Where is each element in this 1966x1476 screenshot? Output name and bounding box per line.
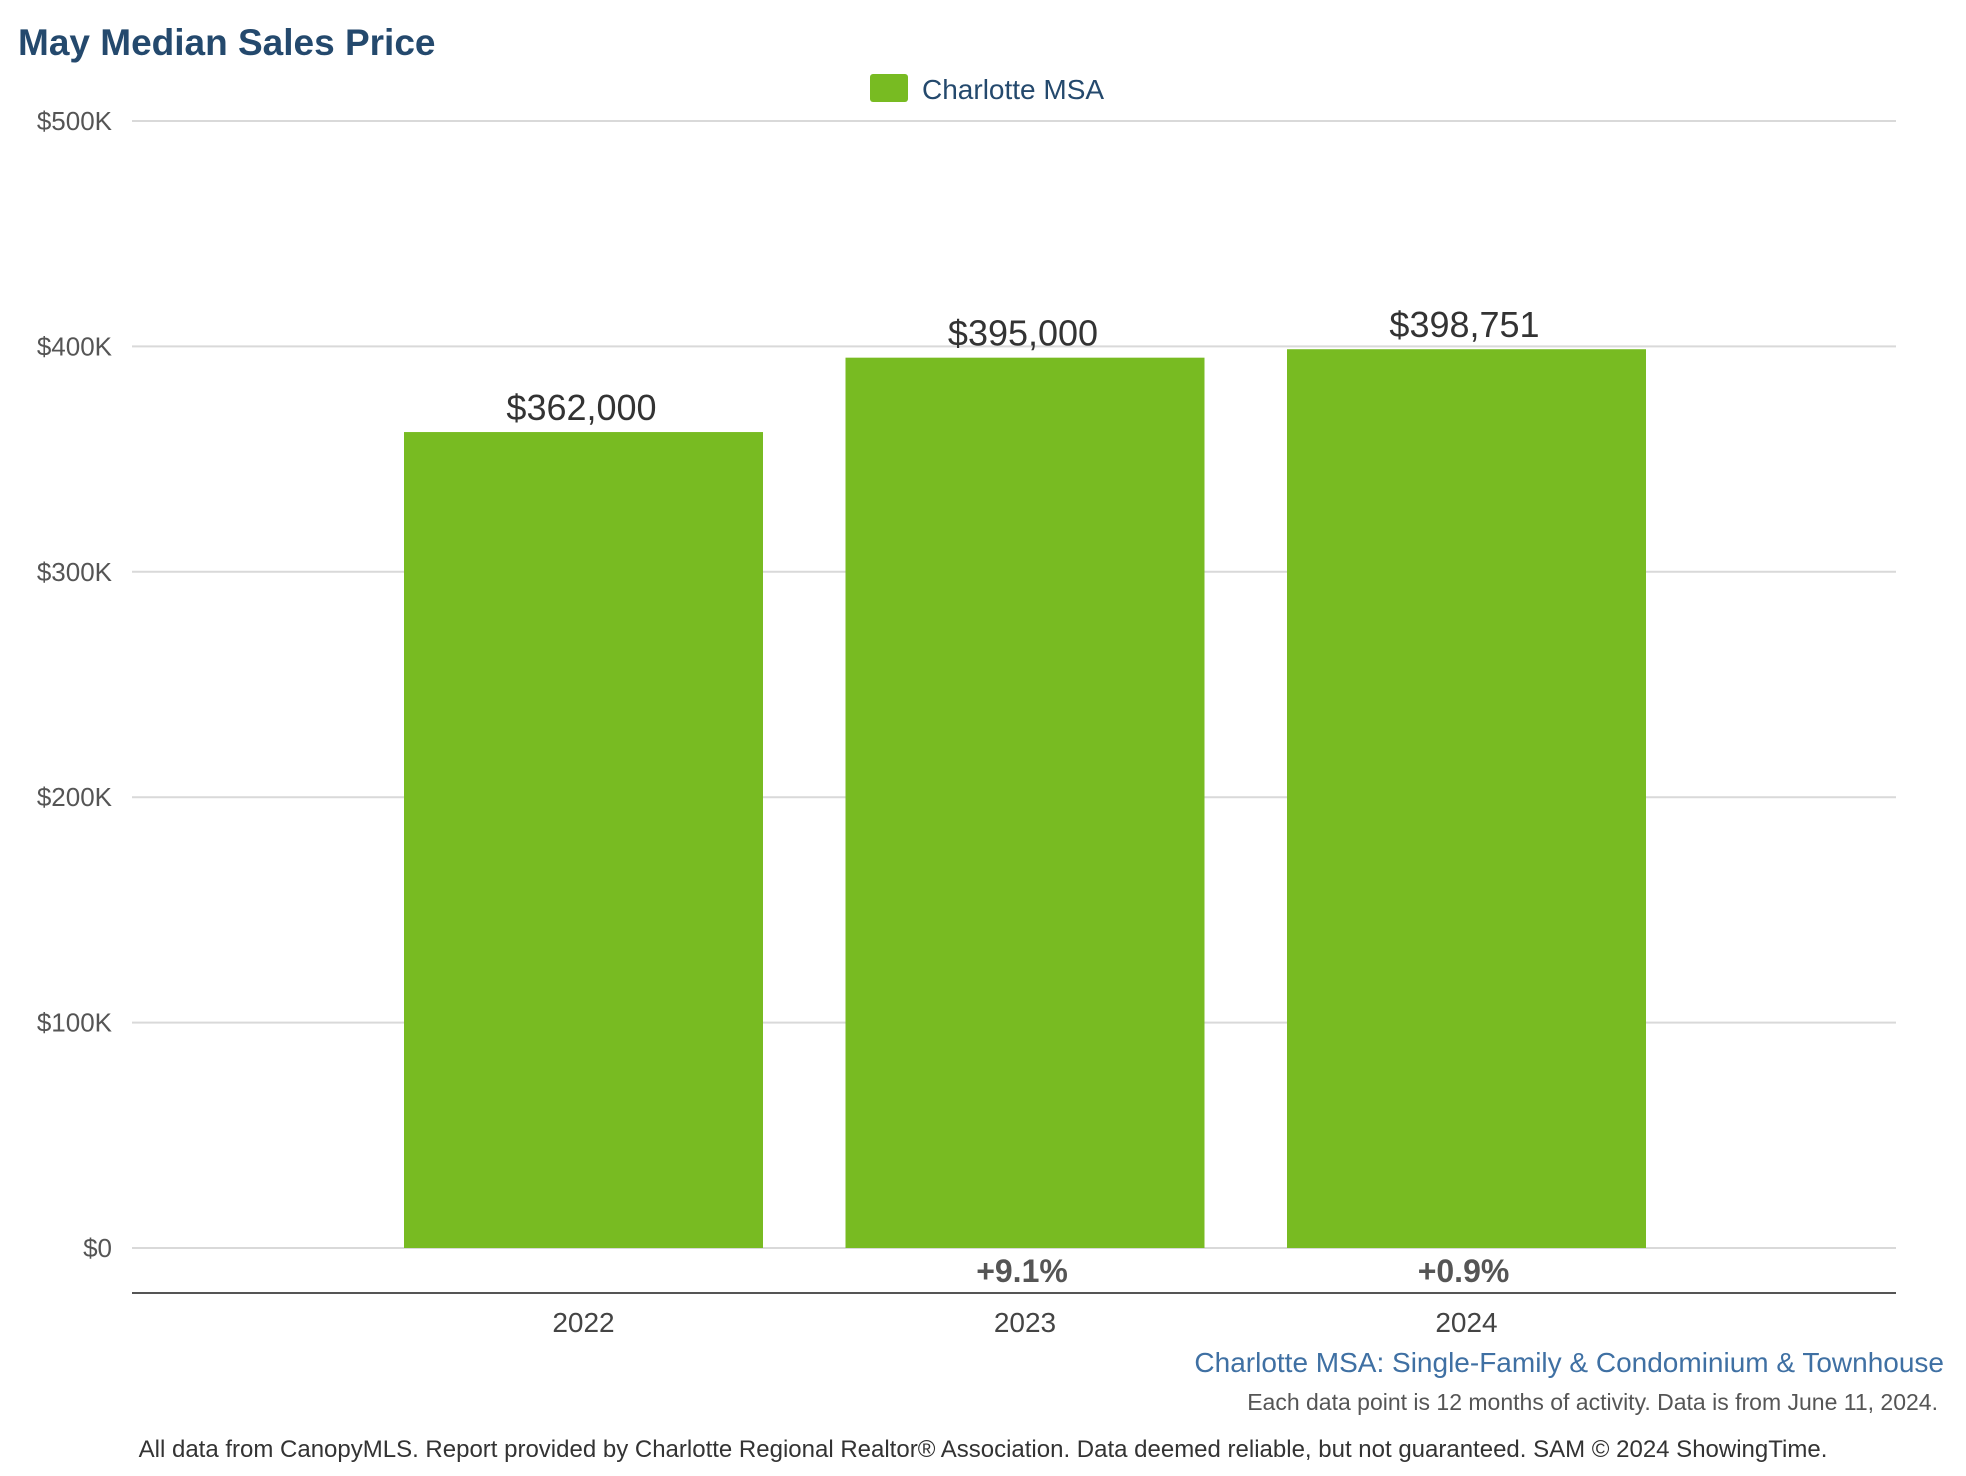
data-label-2023: $395,000 (948, 313, 1098, 354)
chart-subtitle: Charlotte MSA: Single-Family & Condomini… (1194, 1347, 1944, 1378)
x-tick-label: 2024 (1435, 1307, 1497, 1338)
change-label-2023: +9.1% (976, 1253, 1068, 1289)
x-tick-label: 2023 (994, 1307, 1056, 1338)
footer-disclaimer: All data from CanopyMLS. Report provided… (139, 1436, 1828, 1463)
y-tick-label: $0 (83, 1233, 112, 1263)
legend-label: Charlotte MSA (922, 74, 1104, 105)
chart-title: May Median Sales Price (18, 22, 435, 63)
y-tick-label: $100K (37, 1008, 113, 1038)
data-labels: $362,000 $395,000 $398,751 (506, 304, 1539, 428)
x-axis-ticks: 2022 2023 2024 (552, 1307, 1497, 1338)
bars (404, 349, 1646, 1249)
y-tick-label: $500K (37, 106, 113, 136)
legend-swatch (870, 74, 908, 102)
y-tick-label: $300K (37, 557, 113, 587)
x-tick-label: 2022 (552, 1307, 614, 1338)
y-tick-label: $200K (37, 782, 113, 812)
data-note: Each data point is 12 months of activity… (1247, 1389, 1938, 1415)
bar-2022[interactable] (404, 432, 763, 1248)
data-label-2024: $398,751 (1389, 304, 1539, 345)
bar-2024[interactable] (1287, 349, 1646, 1249)
bar-2023[interactable] (845, 357, 1205, 1248)
data-label-2022: $362,000 (506, 387, 656, 428)
y-tick-label: $400K (37, 331, 113, 361)
change-labels: +9.1% +0.9% (976, 1253, 1509, 1289)
change-label-2024: +0.9% (1418, 1253, 1510, 1289)
legend[interactable]: Charlotte MSA (870, 74, 1104, 105)
y-axis-ticks: $0 $100K $200K $300K $400K $500K (37, 106, 113, 1263)
